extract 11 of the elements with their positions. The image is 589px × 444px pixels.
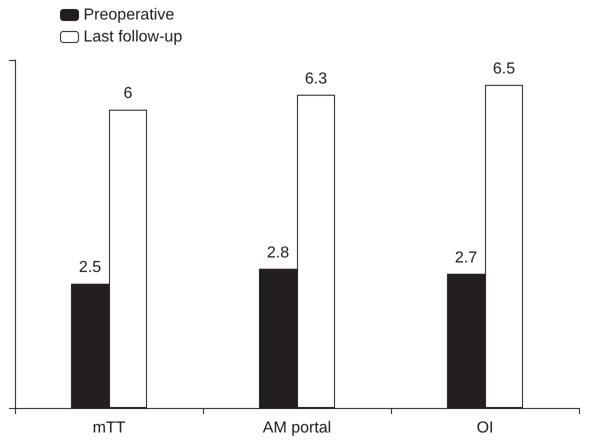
x-tick-label: AM portal (262, 420, 332, 436)
data-label: 6.5 (492, 60, 516, 78)
x-tick-label: mTT (92, 420, 126, 436)
data-label: 2.8 (266, 244, 290, 262)
data-label: 2.5 (78, 259, 102, 276)
data-label: 6 (124, 85, 133, 102)
data-label: 6.3 (304, 70, 328, 88)
legend-label: Last follow-up (84, 28, 182, 46)
data-label: 2.7 (454, 249, 478, 266)
x-tick-label: OI (476, 420, 494, 436)
legend-label: Preoperative (84, 6, 174, 24)
